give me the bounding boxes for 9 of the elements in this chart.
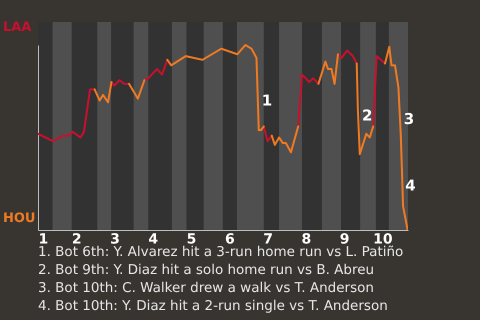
text: 3. Bot 10th: C. Walker drew a walk vs T. Anderson (38, 279, 375, 297)
text: 2. Bot 9th: Y. Diaz hit a solo home run vs B. Abreu (38, 261, 376, 279)
annotation: 4 (405, 176, 416, 195)
text: LAA (3, 20, 32, 35)
annotation: 1 (262, 92, 272, 110)
annotation: 2 (362, 106, 372, 124)
annotation: 3 (404, 110, 414, 128)
text: HOU (3, 211, 36, 226)
text: 4. Bot 10th: Y. Diaz hit a 2-run single vs T. Anderson (38, 297, 389, 315)
